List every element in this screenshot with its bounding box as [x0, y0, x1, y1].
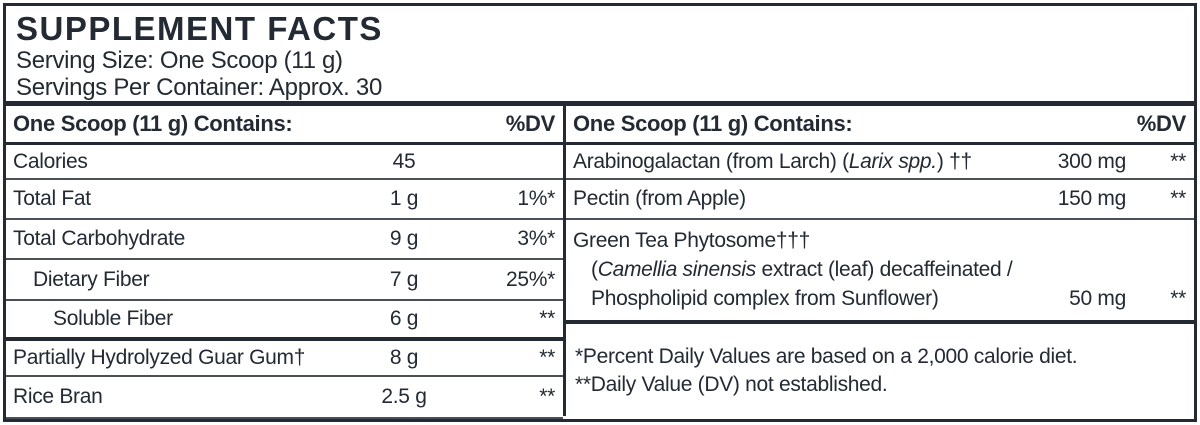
table-row-green-tea-phytosome: Green Tea Phytosome††† (Camellia sinensi…: [566, 220, 1194, 324]
ingredient-name: Arabinogalactan (from Larch) (Larix spp.…: [573, 149, 972, 173]
latin-name: Camellia sinensis: [597, 258, 757, 281]
right-contains-label: One Scoop (11 g) Contains:: [573, 111, 853, 136]
amount-value: 1 g: [389, 187, 419, 210]
latin-name: Larix spp.: [848, 149, 937, 173]
servings-per-container-text: Servings Per Container: Approx. 30: [16, 74, 383, 101]
table-row-soluble-fiber: Soluble Fiber 6 g **: [6, 301, 563, 341]
ingredient-name: Partially Hydrolyzed Guar Gum†: [13, 346, 306, 369]
right-dv-label: %DV: [1136, 111, 1187, 136]
table-row-arabinogalactan: Arabinogalactan (from Larch) (Larix spp.…: [566, 145, 1194, 180]
amount-value: 2.5 g: [381, 385, 427, 408]
amount-value: 8 g: [389, 346, 419, 369]
left-column-header: One Scoop (11 g) Contains: %DV: [6, 106, 563, 145]
amount-value: 45: [392, 149, 416, 173]
left-dv-label: %DV: [505, 111, 556, 136]
table-row-pectin: Pectin (from Apple) 150 mg **: [566, 180, 1194, 220]
daily-value: **: [539, 307, 555, 330]
daily-value: **: [539, 346, 555, 369]
serving-size-text: Serving Size: One Scoop (11 g): [16, 47, 343, 74]
ingredient-description: (Camellia sinensis extract (leaf) decaff…: [591, 258, 1013, 281]
daily-value: 25%*: [505, 267, 555, 291]
left-contains-label: One Scoop (11 g) Contains:: [13, 111, 293, 136]
ingredient-name: Calories: [13, 149, 88, 173]
ingredient-name: Dietary Fiber: [33, 267, 150, 291]
amount-value: 7 g: [389, 267, 419, 291]
amount-value: 50 mg: [1069, 287, 1126, 310]
daily-value: **: [539, 385, 555, 408]
amount-value: 300 mg: [1057, 149, 1127, 173]
ingredient-name: Total Fat: [13, 187, 91, 210]
ingredient-name: Pectin (from Apple): [573, 187, 746, 210]
footnote-dv-not-established: **Daily Value (DV) not established.: [575, 373, 888, 396]
ingredient-name: Rice Bran: [13, 385, 103, 408]
ingredient-description: Phospholipid complex from Sunflower): [591, 287, 939, 310]
table-row-rice-bran: Rice Bran 2.5 g **: [6, 377, 563, 419]
table-row-calories: Calories 45: [6, 145, 563, 180]
amount-value: 6 g: [389, 307, 419, 330]
panel-title: SUPPLEMENT FACTS: [16, 10, 383, 47]
daily-value: **: [1170, 149, 1186, 173]
panel-header: SUPPLEMENT FACTS Serving Size: One Scoop…: [6, 6, 1194, 101]
footnotes: *Percent Daily Values are based on a 2,0…: [566, 343, 1194, 399]
supplement-facts-panel: SUPPLEMENT FACTS Serving Size: One Scoop…: [3, 3, 1197, 422]
daily-value: **: [1170, 287, 1186, 310]
left-column: One Scoop (11 g) Contains: %DV Calories …: [6, 106, 563, 419]
ingredient-name: Green Tea Phytosome†††: [573, 229, 811, 252]
header-divider-bar: [6, 101, 1194, 106]
ingredient-name: Total Carbohydrate: [13, 227, 186, 250]
daily-value: 1%*: [517, 187, 555, 210]
amount-value: 9 g: [389, 227, 419, 250]
right-column-header: One Scoop (11 g) Contains: %DV: [566, 106, 1194, 145]
daily-value: **: [1170, 187, 1186, 210]
amount-value: 150 mg: [1057, 187, 1127, 210]
table-row-total-carbohydrate: Total Carbohydrate 9 g 3%*: [6, 220, 563, 260]
table-row-total-fat: Total Fat 1 g 1%*: [6, 180, 563, 220]
footnote-percent-dv: *Percent Daily Values are based on a 2,0…: [575, 345, 1078, 368]
facts-columns: One Scoop (11 g) Contains: %DV Calories …: [6, 106, 1194, 419]
right-column: One Scoop (11 g) Contains: %DV Arabinoga…: [566, 106, 1194, 416]
ingredient-name: Soluble Fiber: [53, 307, 173, 330]
table-row-guar-gum: Partially Hydrolyzed Guar Gum† 8 g **: [6, 341, 563, 377]
table-row-dietary-fiber: Dietary Fiber 7 g 25%*: [6, 260, 563, 301]
column-divider: [563, 106, 566, 416]
daily-value: 3%*: [517, 227, 555, 250]
